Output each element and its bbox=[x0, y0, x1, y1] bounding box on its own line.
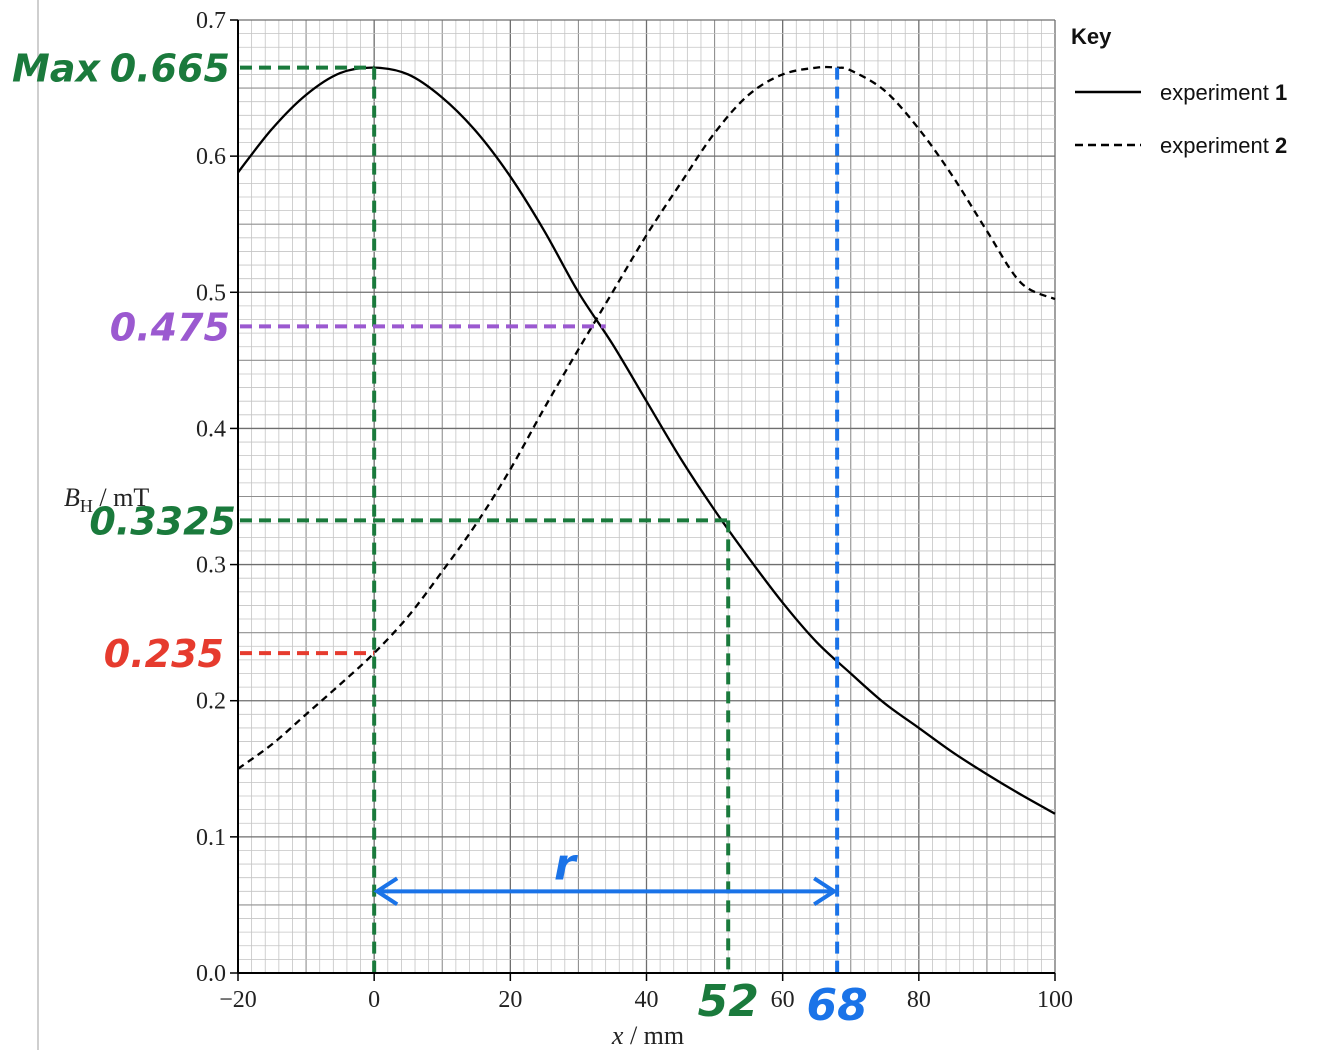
label-r: r bbox=[554, 839, 578, 890]
label-0665: 0.665 bbox=[110, 47, 230, 91]
arrow-r-head-right bbox=[813, 876, 838, 906]
annotations: 0.665 0.475 0.3325 0.235 Max 52 68 r bbox=[12, 47, 868, 1031]
legend: Key experiment 1 experiment 2 bbox=[1071, 24, 1287, 158]
y-tick-label: 0.5 bbox=[196, 280, 226, 306]
y-tick-label: 0.2 bbox=[196, 689, 226, 715]
y-tick-label: 0.1 bbox=[196, 825, 226, 851]
label-0235: 0.235 bbox=[104, 632, 224, 676]
x-tick-label: 60 bbox=[771, 987, 795, 1013]
axes: −20 0 20 40 60 80 100 0.0 0.1 0.2 0.3 0.4 0.5 0.6 0.7 bbox=[196, 8, 1073, 1013]
label-0475: 0.475 bbox=[110, 305, 230, 349]
y-tick-label: 0.4 bbox=[196, 416, 226, 442]
y-tick-label: 0.6 bbox=[196, 144, 226, 170]
legend-title: Key bbox=[1071, 24, 1112, 49]
x-tick-label: 100 bbox=[1037, 987, 1073, 1013]
legend-entry-experiment-1: experiment 1 bbox=[1160, 80, 1287, 105]
arrow-r-head-left bbox=[373, 876, 399, 906]
legend-entry-experiment-2: experiment 2 bbox=[1160, 133, 1287, 158]
series-line-experiment-2 bbox=[237, 65, 1056, 770]
label-max: Max bbox=[12, 47, 101, 91]
x-tick-label: 80 bbox=[907, 987, 931, 1013]
label-52: 52 bbox=[698, 976, 759, 1027]
x-tick-label: −20 bbox=[219, 987, 257, 1013]
x-tick-label: 20 bbox=[498, 987, 522, 1013]
x-tick-label: 0 bbox=[368, 987, 380, 1013]
y-tick-label: 0.0 bbox=[196, 961, 226, 987]
label-03325: 0.3325 bbox=[89, 499, 236, 543]
x-tick-label: 40 bbox=[635, 987, 659, 1013]
y-axis-title: BH / mT bbox=[64, 483, 149, 516]
x-axis-title: x / mm bbox=[611, 1021, 684, 1050]
y-tick-label: 0.3 bbox=[196, 553, 226, 579]
grid bbox=[237, 19, 1056, 974]
y-tick-label: 0.7 bbox=[196, 8, 226, 34]
label-68: 68 bbox=[807, 980, 868, 1031]
